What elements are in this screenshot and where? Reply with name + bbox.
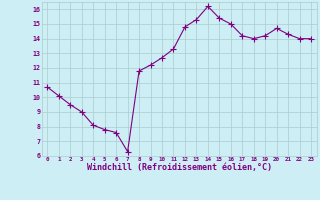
X-axis label: Windchill (Refroidissement éolien,°C): Windchill (Refroidissement éolien,°C) [87,163,272,172]
